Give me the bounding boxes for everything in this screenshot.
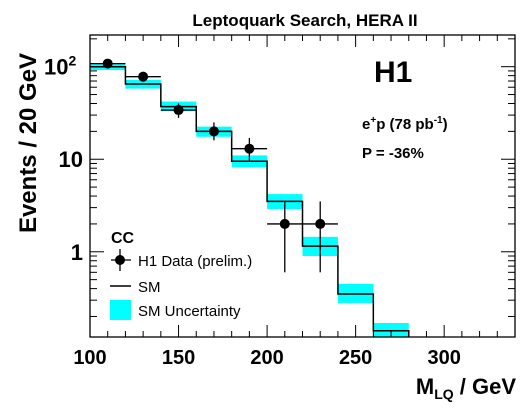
y-tick-label: 10 (59, 147, 83, 172)
x-tick-label: 300 (427, 347, 460, 369)
x-axis-label-main: M (416, 374, 434, 399)
polarization-label: P = -36% (362, 145, 424, 162)
experiment-label: H1 (374, 56, 412, 89)
beam-info: e+p (78 pb-1) (362, 115, 448, 133)
y-axis-label: Events / 20 GeV (15, 53, 42, 233)
x-axis-label-sub: LQ (434, 386, 454, 402)
data-point (173, 105, 184, 116)
data-point (279, 218, 290, 229)
legend: H1 Data (prelim.) SM SM Uncertainty (110, 249, 252, 320)
data-point (244, 143, 255, 154)
beam-main: e (362, 116, 370, 133)
beam-sup: + (370, 115, 376, 126)
x-axis-label: MLQ / GeV (416, 374, 516, 402)
beam-rest: p (78 pb (376, 116, 434, 133)
sm-uncertainty-band (373, 323, 409, 337)
y-tick-label: 1 (71, 240, 83, 265)
x-tick-label: 250 (339, 347, 372, 369)
y-tick-label-base: 10 (44, 55, 68, 80)
sm-histogram-line (90, 65, 410, 337)
lumi-sup: -1 (434, 115, 443, 126)
legend-title: CC (111, 230, 135, 247)
data-point (138, 71, 149, 82)
chart-title: Leptoquark Search, HERA II (192, 11, 417, 30)
y-tick-label: 102 (44, 53, 76, 80)
x-tick-label: 200 (250, 347, 283, 369)
data-point (315, 218, 326, 229)
x-axis-label-unit: / GeV (454, 374, 517, 399)
lumi-close: ) (443, 116, 448, 133)
y-tick-label-exp: 2 (68, 53, 76, 69)
legend-label-data: H1 Data (prelim.) (138, 253, 252, 270)
x-tick-label: 150 (162, 347, 195, 369)
legend-box (110, 300, 131, 320)
legend-label-sm: SM (138, 279, 161, 296)
data-point (208, 126, 219, 137)
sm-histogram (90, 65, 410, 337)
data-points (90, 58, 338, 273)
data-point (102, 58, 113, 69)
x-tick-label: 100 (73, 347, 106, 369)
legend-marker (115, 255, 125, 265)
legend-label-uncertainty: SM Uncertainty (138, 303, 241, 320)
